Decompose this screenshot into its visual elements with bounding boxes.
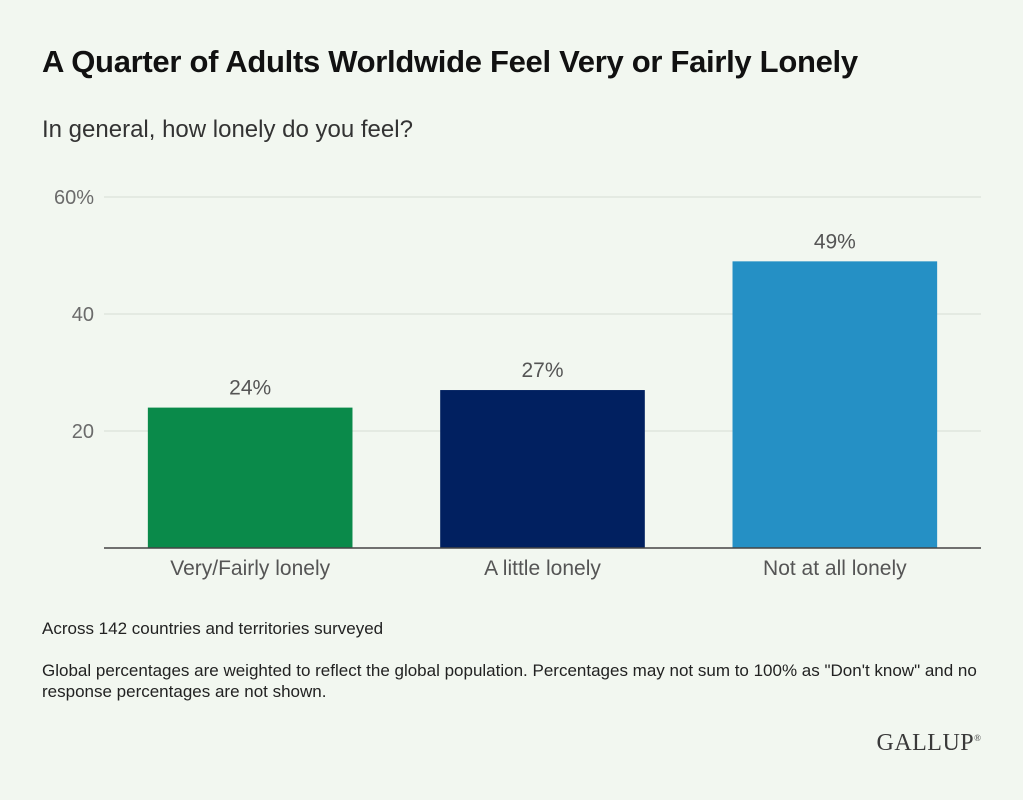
y-tick-label-60: 60% xyxy=(54,187,94,209)
bar-chart: 20 40 60% 24% Very/Fairly lonely 27% A little … xyxy=(54,187,981,580)
bars xyxy=(147,261,938,548)
category-label-2: A little lonely xyxy=(484,557,601,580)
survey-base-note: Across 142 countries and territories sur… xyxy=(42,619,384,638)
category-label-3: Not at all lonely xyxy=(763,557,907,580)
bar-3 xyxy=(732,261,938,548)
category-label-1: Very/Fairly lonely xyxy=(170,557,330,580)
bar-1 xyxy=(147,407,353,548)
gallup-logo-text: GALLUP xyxy=(876,730,975,756)
weighting-note: Global percentages are weighted to refle… xyxy=(42,661,977,701)
y-tick-label-40: 40 xyxy=(72,304,94,326)
chart-title: A Quarter of Adults Worldwide Feel Very … xyxy=(42,44,858,79)
bar-2 xyxy=(440,390,645,548)
data-label-2: 27% xyxy=(521,359,563,382)
chart-subtitle: In general, how lonely do you feel? xyxy=(42,116,413,143)
y-tick-label-20: 20 xyxy=(72,421,94,443)
labels: 20 40 60% 24% Very/Fairly lonely 27% A little … xyxy=(54,187,907,580)
data-label-1: 24% xyxy=(229,377,271,400)
data-label-3: 49% xyxy=(814,230,856,253)
gallup-logo: GALLUP® xyxy=(876,730,981,757)
registered-mark: ® xyxy=(974,733,981,743)
